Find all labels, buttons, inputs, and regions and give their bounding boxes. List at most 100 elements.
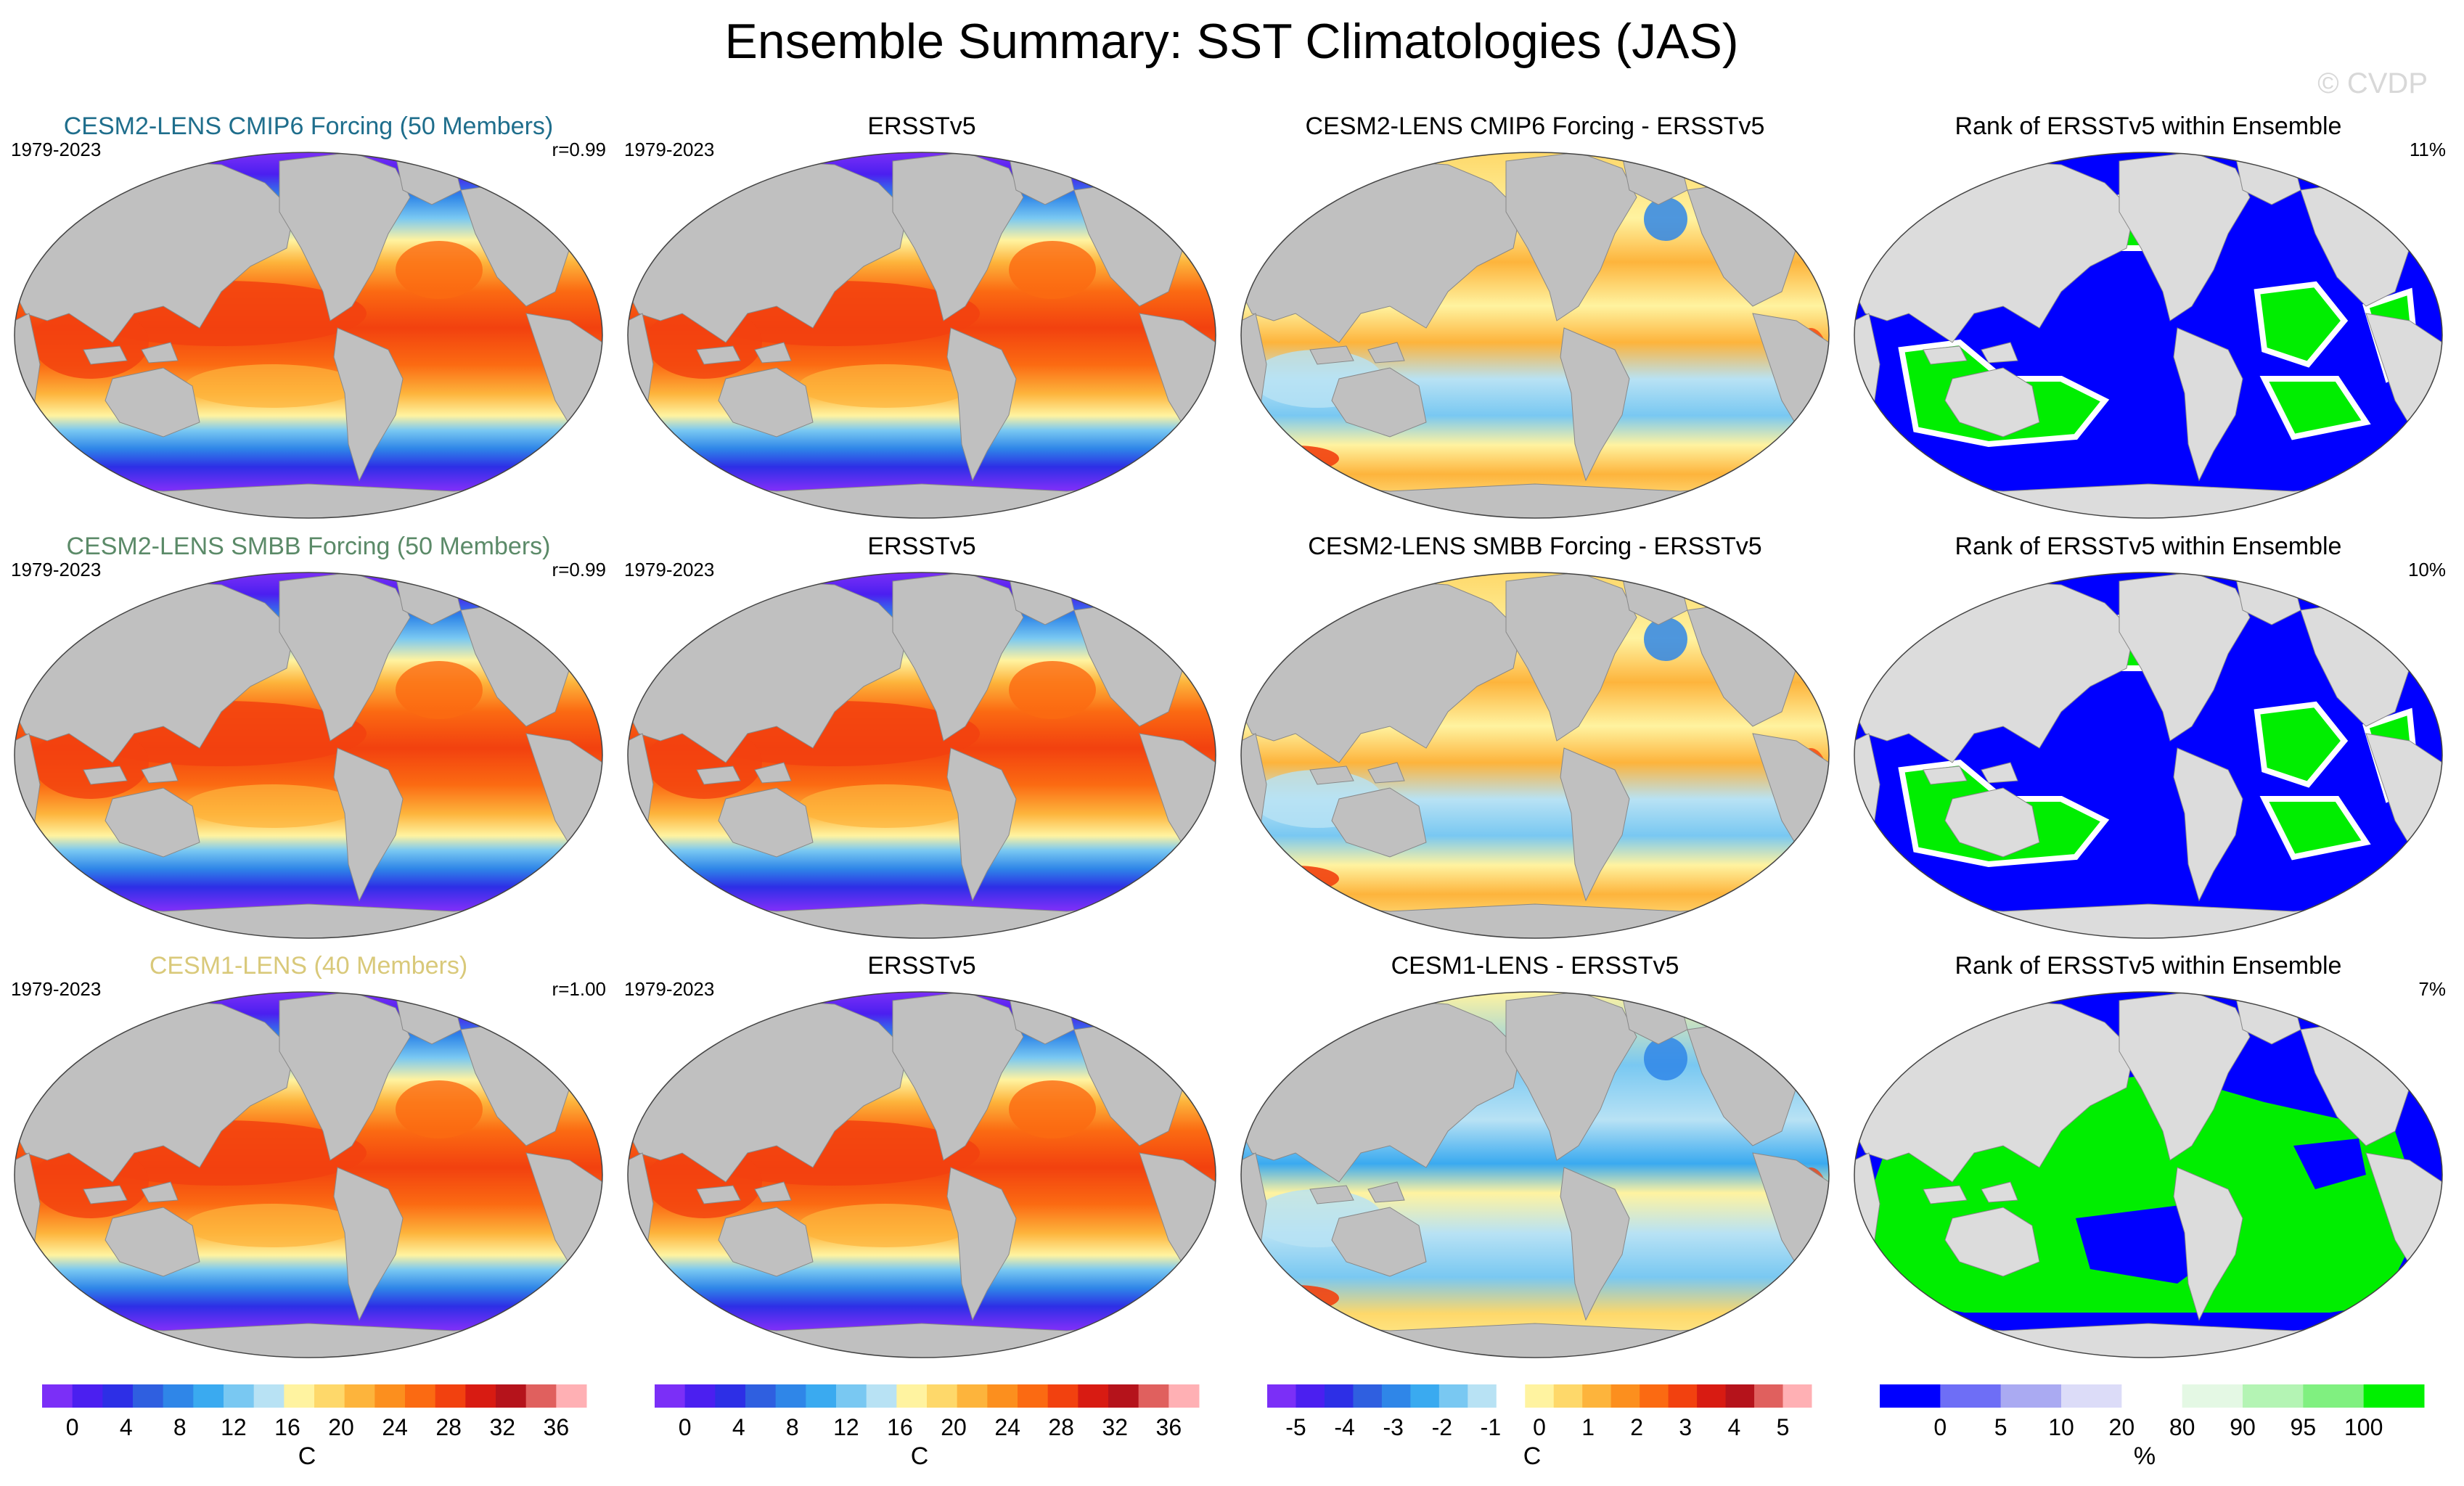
panel-title: Rank of ERSSTv5 within Ensemble: [1955, 533, 2342, 560]
colorbar-1: 0 4 8 12 16 20 24 28 32 36 C: [42, 1384, 587, 1470]
colorbar-swatch: [1324, 1384, 1354, 1408]
colorbar-swatch: [1725, 1384, 1755, 1408]
colorbar-swatch: [957, 1384, 988, 1408]
map-panel-diff-row1: CESM2-LENS CMIP6 Forcing - ERSSTv5: [1240, 112, 1830, 519]
map-panel-model-row3: CESM1-LENS (40 Members) 1979-2023 r=1.00: [11, 952, 606, 1358]
colorbar-swatch: [1438, 1384, 1468, 1408]
colorbar-tick-label: 2: [1630, 1414, 1643, 1440]
colorbar-swatch: [193, 1384, 224, 1408]
colorbar-swatch: [836, 1384, 867, 1408]
colorbar-swatch: [374, 1384, 406, 1408]
colorbar-tick-label: 36: [1156, 1414, 1182, 1440]
panel-title: ERSSTv5: [867, 952, 975, 980]
panel-title: CESM2-LENS SMBB Forcing (50 Members): [67, 533, 551, 560]
colorbar-swatch: [42, 1384, 73, 1408]
colorbar-tick-label: 24: [994, 1414, 1020, 1440]
colorbar-swatch: [253, 1384, 285, 1408]
period-label: 1979-2023: [624, 559, 714, 580]
colorbar-tick-label: 28: [1048, 1414, 1074, 1440]
figure-title: Ensemble Summary: SST Climatologies (JAS…: [725, 14, 1739, 69]
colorbar-tick-label: 32: [489, 1414, 515, 1440]
map-panel-model-row1: CESM2-LENS CMIP6 Forcing (50 Members)197…: [11, 112, 606, 519]
colorbar-swatch: [344, 1384, 375, 1408]
colorbar-swatch: [1940, 1384, 2002, 1408]
panel-title: ERSSTv5: [867, 533, 975, 560]
colorbar-tick-label: 20: [2109, 1414, 2135, 1440]
colorbar-swatch: [465, 1384, 496, 1408]
panel-grid: CESM2-LENS CMIP6 Forcing (50 Members)197…: [11, 112, 2446, 1358]
watermark: © CVDP: [2317, 67, 2428, 99]
colorbar-tick-label: 80: [2169, 1414, 2195, 1440]
map: [627, 152, 1216, 519]
map: [14, 572, 603, 939]
panel-title: Rank of ERSSTv5 within Ensemble: [1955, 952, 2342, 980]
colorbar-unit: %: [2134, 1442, 2156, 1470]
colorbar-swatch: [1381, 1384, 1411, 1408]
panel-title: Rank of ERSSTv5 within Ensemble: [1955, 112, 2342, 140]
colorbar-swatch: [102, 1384, 134, 1408]
colorbar-unit: C: [911, 1442, 929, 1470]
map: [1854, 991, 2443, 1358]
colorbar-tick-label: 8: [786, 1414, 799, 1440]
map-panel-obs-row1: ERSSTv5 1979-2023: [624, 112, 1216, 519]
colorbar-swatch: [745, 1384, 777, 1408]
colorbar-swatch: [2121, 1384, 2183, 1408]
map-panel-rank-row1: Rank of ERSSTv5 within Ensemble 11%: [1854, 112, 2446, 519]
colorbar-tick-label: 3: [1679, 1414, 1692, 1440]
colorbar-unit: C: [298, 1442, 316, 1470]
map-panel-rank-row3: Rank of ERSSTv5 within Ensemble 7%: [1854, 952, 2446, 1358]
colorbar-swatch: [435, 1384, 466, 1408]
panel-title: CESM1-LENS - ERSSTv5: [1391, 952, 1679, 980]
colorbar-tick-label: 16: [887, 1414, 913, 1440]
colorbar-swatch: [1697, 1384, 1727, 1408]
period-label: 1979-2023: [11, 559, 101, 580]
colorbar-swatch: [987, 1384, 1018, 1408]
panel-title: CESM2-LENS SMBB Forcing - ERSSTv5: [1308, 533, 1761, 560]
colorbar-swatch: [2000, 1384, 2062, 1408]
colorbar-tick-label: 100: [2344, 1414, 2383, 1440]
colorbar-tick-label: 10: [2048, 1414, 2074, 1440]
map: [627, 572, 1216, 939]
colorbar-swatch: [1582, 1384, 1612, 1408]
colorbar-swatch: [2363, 1384, 2425, 1408]
colorbar-swatch: [1078, 1384, 1109, 1408]
colorbar-swatch: [927, 1384, 958, 1408]
colorbar-swatch: [1668, 1384, 1698, 1408]
colorbar-tick-label: 0: [1533, 1414, 1546, 1440]
colorbar-tick-label: 4: [732, 1414, 745, 1440]
colorbar-swatch: [1018, 1384, 1049, 1408]
colorbar-swatch: [775, 1384, 806, 1408]
colorbar-swatch: [866, 1384, 897, 1408]
map-panel-obs-row3: ERSSTv5 1979-2023: [624, 952, 1216, 1358]
period-label: 1979-2023: [11, 139, 101, 160]
colorbar-swatch: [1267, 1384, 1296, 1408]
colorbar-tick-label: 4: [120, 1414, 133, 1440]
colorbar-swatch: [1468, 1384, 1497, 1408]
colorbar-swatch: [1754, 1384, 1784, 1408]
colorbar-swatch: [1640, 1384, 1669, 1408]
colorbar-tick-label: -4: [1334, 1414, 1354, 1440]
colorbar-2: 0 4 8 12 16 20 24 28 32 36 C: [655, 1384, 1200, 1470]
panel-title: CESM1-LENS (40 Members): [150, 952, 467, 980]
colorbar-tick-label: -1: [1481, 1414, 1501, 1440]
colorbar-tick-label: 0: [1933, 1414, 1947, 1440]
colorbar-swatch: [1138, 1384, 1169, 1408]
colorbar-swatch: [1410, 1384, 1440, 1408]
colorbar-swatch: [1047, 1384, 1078, 1408]
correlation-label: r=1.00: [552, 978, 606, 1000]
colorbar-tick-label: 5: [1777, 1414, 1790, 1440]
colorbar-swatch: [1782, 1384, 1812, 1408]
colorbar-swatch: [684, 1384, 716, 1408]
colorbar-tick-label: 28: [435, 1414, 462, 1440]
colorbar-swatch: [314, 1384, 345, 1408]
colorbar-3: -5 -4 -3 -2 -1 0 1 2 3 4 5 C: [1267, 1384, 1812, 1470]
panel-title: CESM2-LENS CMIP6 Forcing - ERSSTv5: [1306, 112, 1765, 140]
colorbar-tick-label: -5: [1285, 1414, 1306, 1440]
colorbar-swatch: [1353, 1384, 1383, 1408]
panel-title: CESM2-LENS CMIP6 Forcing (50 Members): [64, 112, 554, 140]
colorbar-unit: C: [1523, 1442, 1542, 1470]
period-label: 1979-2023: [11, 978, 101, 1000]
colorbar-tick-label: 20: [941, 1414, 967, 1440]
colorbar-tick-label: 36: [544, 1414, 570, 1440]
